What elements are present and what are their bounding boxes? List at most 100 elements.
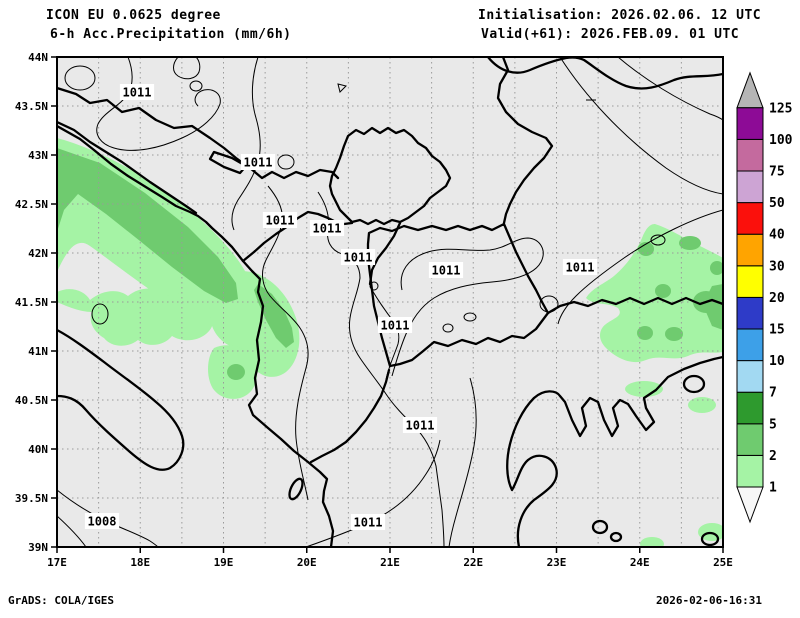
precip-area-medium: [710, 261, 723, 275]
isobar-contour: [317, 191, 445, 547]
colorbar-segment: [736, 202, 764, 235]
isobar-contour: [277, 154, 295, 170]
colorbar-label: 1: [769, 481, 777, 496]
contour-label-box: [377, 317, 413, 333]
colorbar-segment: [736, 423, 764, 456]
colorbar-arrow-top: [736, 71, 764, 109]
lon-tick-label: 24E: [630, 556, 650, 569]
contour-label-box: [340, 249, 376, 265]
lat-tick-label: 41N: [28, 345, 48, 358]
precipitation-shading: [57, 138, 723, 547]
lon-tick-label: 18E: [130, 556, 150, 569]
lat-tick-label: 40.5N: [15, 394, 48, 407]
colorbar-label: 75: [769, 165, 785, 180]
isobar-contour: [463, 312, 477, 322]
lat-tick-label: 39N: [28, 541, 48, 554]
contour-label-box: [428, 262, 464, 278]
precip-area-light: [57, 288, 214, 346]
contour-label: 1011: [244, 156, 273, 170]
precip-area-medium: [665, 327, 683, 341]
colorbar-segment: [736, 454, 764, 488]
balkan-coastline: [57, 124, 335, 547]
isobar-contour: [557, 209, 723, 325]
albania-east-border: [368, 221, 402, 286]
danube-border: [486, 57, 723, 90]
lat-tick-label: 41.5N: [15, 296, 48, 309]
contour-label-box: [309, 220, 345, 236]
colorbar-label: 5: [769, 417, 777, 432]
contour-label: 1011: [354, 516, 383, 530]
contour-label: 1011: [266, 214, 295, 228]
colorbar-label: 30: [769, 259, 785, 274]
contour-label: 1011: [381, 319, 410, 333]
lon-tick-label: 17E: [47, 556, 67, 569]
isobar-contour: [448, 377, 477, 547]
thasos-island: [682, 374, 706, 394]
contour-label-box: [562, 259, 598, 275]
isobar-contour: [369, 281, 379, 291]
colorbar-segment: [736, 107, 764, 140]
precip-area-medium: [57, 148, 238, 303]
lat-tick-label: 42.5N: [15, 198, 48, 211]
lon-tick-label: 25E: [713, 556, 733, 569]
precip-area-medium: [254, 284, 294, 348]
island: [591, 519, 609, 535]
lon-tick-label: 19E: [214, 556, 234, 569]
colorbar-segment: [736, 360, 764, 393]
contour-label-box: [240, 154, 276, 170]
aegean-coastline: [506, 355, 723, 547]
initialisation-time: Initialisation: 2026.02.06. 12 UTC: [478, 8, 762, 23]
colorbar-segment: [736, 296, 764, 330]
colorbar-label: 2: [769, 449, 777, 464]
precip-area-medium: [706, 284, 723, 330]
isobar-contour: [305, 439, 441, 547]
coastlines-and-borders: [57, 57, 723, 547]
colorbar-label: 10: [769, 354, 785, 369]
lat-tick-label: 39.5N: [15, 492, 48, 505]
serbia-bulgaria-border: [496, 57, 554, 225]
greece-albania-border: [309, 368, 391, 464]
contour-label-box: [350, 514, 386, 530]
creation-timestamp: 2026-02-06-16:31: [656, 594, 762, 607]
island: [700, 531, 720, 547]
lat-tick-label: 42N: [28, 247, 48, 260]
precip-area-medium: [679, 236, 701, 250]
contour-label-box: [262, 212, 298, 228]
precip-area-light: [586, 224, 723, 363]
precip-area-light: [688, 397, 716, 413]
colorbar-label: 40: [769, 228, 785, 243]
colorbar-label: 7: [769, 386, 777, 401]
island: [609, 531, 623, 543]
contour-label: 1011: [406, 419, 435, 433]
contour-label: 1011: [432, 264, 461, 278]
contour-label: 1011: [344, 251, 373, 265]
colorbar-segment: [736, 138, 764, 172]
valid-time: Valid(+61): 2026.FEB.09. 01 UTC: [481, 27, 740, 42]
border-wedge: [208, 150, 248, 175]
colorbar-segment: [736, 233, 764, 267]
lat-tick-label: 43N: [28, 149, 48, 162]
contour-label-box: [119, 84, 155, 100]
lon-tick-label: 23E: [547, 556, 567, 569]
kosovo-border: [328, 126, 452, 226]
grads-credit: GrADS: COLA/IGES: [8, 594, 114, 607]
precip-area-medium: [227, 364, 245, 380]
model-title: ICON EU 0.0625 degree: [46, 8, 221, 23]
contour-label-box: [402, 417, 438, 433]
isobar-contour: [173, 57, 201, 80]
isobar-contour: [617, 57, 723, 121]
colorbar-arrow-bottom: [736, 486, 764, 524]
colorbar-segment: [736, 265, 764, 298]
isobar-contour: [57, 489, 159, 547]
contour-labels: 1011 1011 1011 1011 1011 1011 1011 1011 1011 1011…: [84, 84, 598, 530]
isobar-contour: [57, 515, 87, 547]
isobar-contour: [64, 65, 96, 91]
precip-area-light: [640, 537, 664, 547]
isobar-contour: [559, 57, 723, 195]
bulgaria-greece-border: [546, 296, 723, 315]
colorbar-segment: [736, 328, 764, 362]
lat-tick-label: 44N: [28, 51, 48, 64]
